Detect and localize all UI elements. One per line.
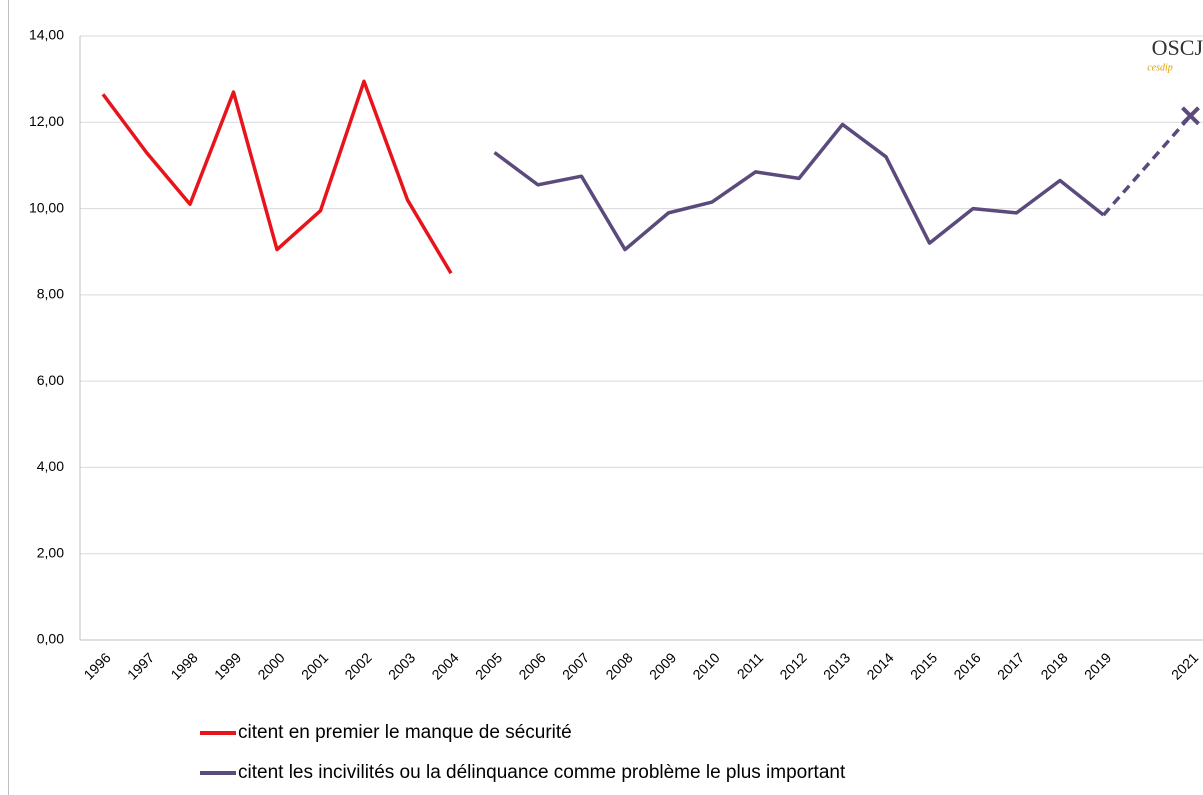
- legend-label: citent les incivilités ou la délinquance…: [238, 762, 846, 783]
- marker: [1181, 106, 1200, 126]
- y-tick-label: 0,00: [37, 631, 64, 647]
- legend-label: citent en premier le manque de sécurité: [238, 722, 572, 743]
- logo-sub: cesdip: [1147, 62, 1173, 73]
- y-tick-label: 8,00: [37, 286, 64, 302]
- y-tick-label: 2,00: [37, 544, 64, 560]
- logo: OSCJ: [1152, 35, 1203, 60]
- y-tick-label: 4,00: [37, 458, 64, 474]
- y-tick-label: 6,00: [37, 372, 64, 388]
- y-tick-label: 12,00: [29, 113, 64, 129]
- series-line: [101, 79, 453, 275]
- series-line: [493, 122, 1105, 252]
- gap-line: [1102, 114, 1192, 217]
- y-tick-label: 10,00: [29, 199, 64, 215]
- y-tick-label: 14,00: [29, 27, 64, 43]
